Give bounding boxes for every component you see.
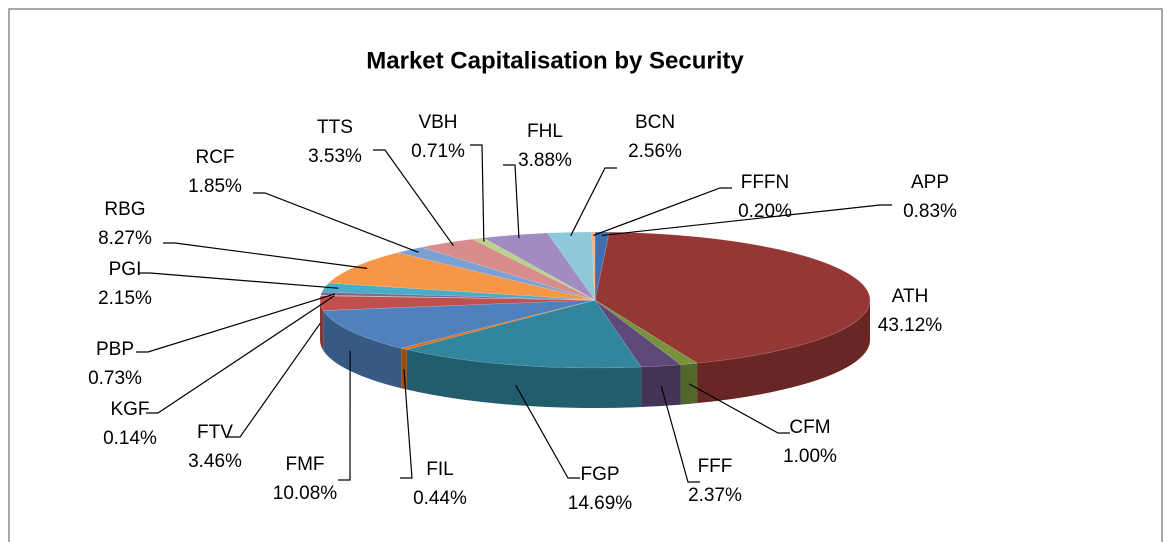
- slice: [397, 247, 596, 301]
- slice-side: [323, 310, 402, 389]
- slice: [591, 231, 596, 301]
- slice-side: [401, 348, 407, 390]
- leader-line: [688, 383, 790, 434]
- leader-line: [570, 167, 617, 236]
- slice: [594, 299, 682, 368]
- data-label-name: RBG: [104, 199, 145, 220]
- data-label-name: TTS: [317, 117, 353, 138]
- data-label-name: FTV: [197, 422, 233, 443]
- slice-side: [406, 349, 642, 408]
- data-label-value: 3.46%: [188, 451, 242, 472]
- slice: [319, 295, 596, 311]
- slice: [322, 299, 596, 349]
- data-label-name: FGP: [580, 464, 619, 485]
- leader-line: [515, 384, 580, 479]
- slice: [594, 299, 698, 365]
- leader-line: [338, 350, 351, 481]
- chart-title: Market Capitalisation by Security: [366, 47, 744, 74]
- leader-line: [146, 295, 335, 414]
- data-label-name: BCN: [635, 112, 675, 133]
- chart-border: [8, 8, 1163, 542]
- slice-side: [641, 364, 681, 408]
- leader-line: [660, 385, 700, 483]
- slice-side: [680, 363, 698, 405]
- leader-line: [400, 368, 413, 479]
- data-label-name: FFFN: [741, 172, 790, 193]
- data-label-name: RCF: [195, 147, 234, 168]
- data-label-name: FFF: [698, 456, 733, 477]
- data-label-value: 0.71%: [411, 141, 465, 162]
- leader-line: [470, 144, 485, 242]
- slice-side: [697, 300, 870, 404]
- data-label-value: 43.12%: [878, 315, 943, 336]
- leader-line: [503, 164, 520, 239]
- leader-line: [138, 272, 339, 289]
- data-label-value: 0.44%: [413, 488, 467, 509]
- slice: [406, 299, 642, 369]
- data-label-name: FMF: [285, 454, 324, 475]
- slice-side: [320, 300, 324, 351]
- data-label-name: ATH: [892, 286, 929, 307]
- data-label-value: 0.20%: [738, 201, 792, 222]
- leader-line: [601, 204, 892, 237]
- data-label-name: PBP: [96, 339, 134, 360]
- data-label-value: 3.88%: [518, 150, 572, 171]
- data-label-value: 3.53%: [308, 146, 362, 167]
- leader-line: [163, 242, 368, 269]
- leader-line: [593, 187, 732, 236]
- slice: [594, 231, 871, 364]
- data-label-value: 1.00%: [783, 446, 837, 467]
- data-label-name: APP: [911, 172, 949, 193]
- data-label-name: KGF: [110, 399, 149, 420]
- leader-line: [228, 322, 321, 438]
- data-label-value: 1.85%: [188, 176, 242, 197]
- data-label-name: VBH: [418, 112, 457, 133]
- data-label-value: 0.73%: [88, 368, 142, 389]
- slice: [401, 299, 596, 350]
- data-label-name: CFM: [789, 417, 830, 438]
- leader-line: [373, 149, 454, 247]
- data-label-value: 8.27%: [98, 228, 152, 249]
- slice: [421, 238, 596, 301]
- data-label-name: FHL: [527, 121, 563, 142]
- slice: [547, 231, 596, 301]
- leader-line: [253, 192, 419, 253]
- data-label-value: 2.56%: [628, 141, 682, 162]
- data-label-value: 2.15%: [98, 288, 152, 309]
- data-label-name: PGI: [109, 259, 142, 280]
- data-label-value: 14.69%: [568, 493, 633, 514]
- leader-line: [136, 293, 336, 353]
- data-label-value: 2.37%: [688, 485, 742, 506]
- data-label-value: 10.08%: [273, 483, 338, 504]
- slice: [320, 291, 596, 301]
- data-label-value: 0.83%: [903, 201, 957, 222]
- data-label-value: 0.14%: [103, 428, 157, 449]
- data-label-name: FIL: [426, 459, 453, 480]
